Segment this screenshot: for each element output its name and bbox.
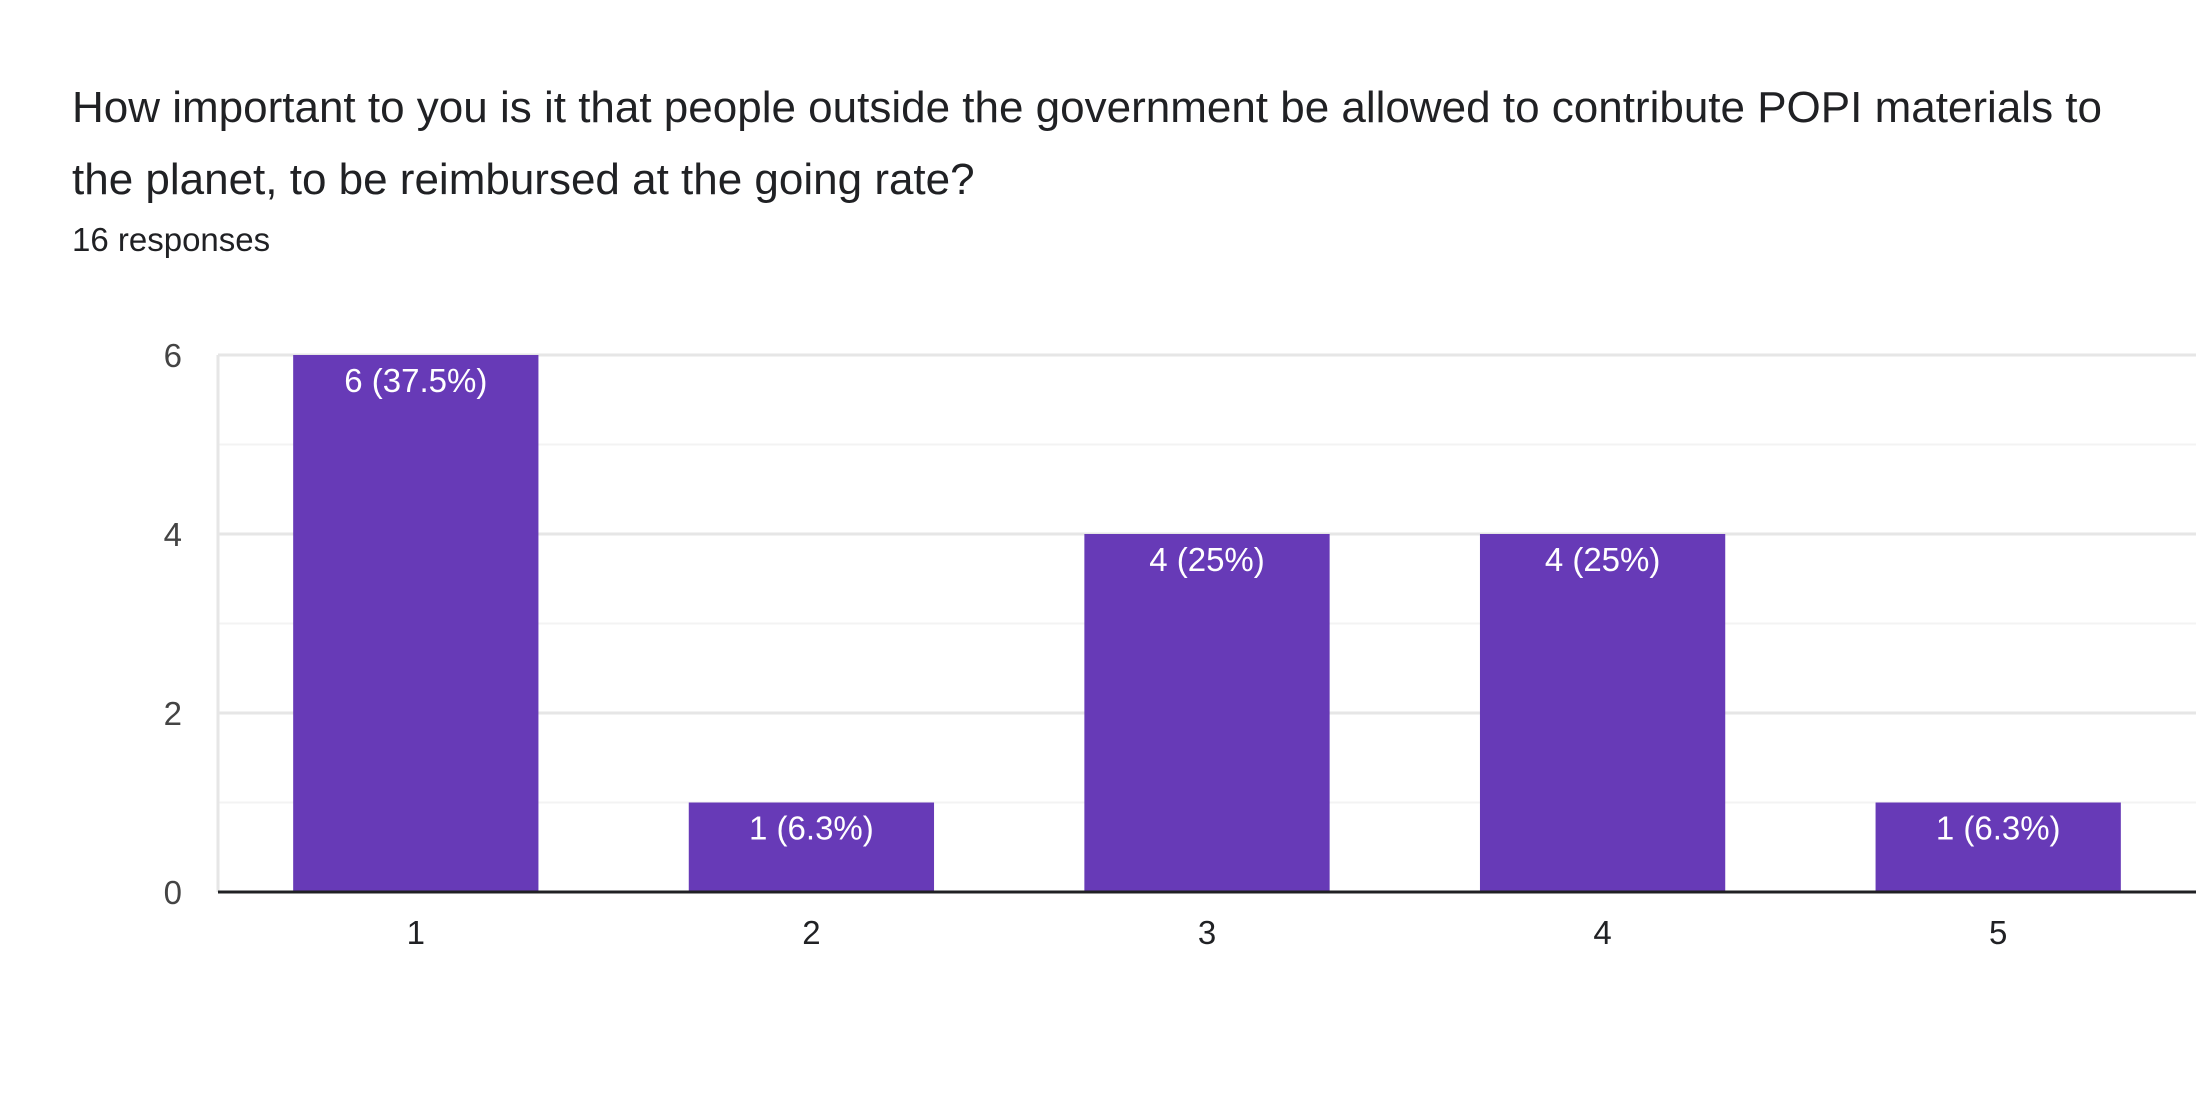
bar-4	[1479, 534, 1726, 892]
y-tick-label: 0	[164, 874, 182, 911]
bar-data-label: 4 (25%)	[1149, 541, 1265, 578]
question-title: How important to you is it that people o…	[72, 83, 2102, 204]
y-tick-label: 6	[164, 337, 182, 374]
bar-1	[293, 355, 539, 892]
y-tick-label: 4	[164, 516, 182, 553]
x-tick-label: 3	[1198, 914, 1216, 951]
bar-data-label: 6 (37.5%)	[344, 362, 487, 399]
response-count: 16 responses	[72, 221, 271, 258]
chart-bars	[293, 355, 2121, 892]
bar-2	[688, 802, 935, 892]
bar-data-label: 4 (25%)	[1545, 541, 1661, 578]
bar-data-label: 1 (6.3%)	[1936, 810, 2061, 847]
bar-3	[1084, 534, 1330, 892]
chart-axes: 0 2 4 6 1 2 3 4 5	[164, 337, 2196, 951]
x-tick-label: 1	[407, 914, 425, 951]
chart-data-labels: 6 (37.5%) 1 (6.3%) 4 (25%) 4 (25%) 1 (6.3%)	[344, 362, 2060, 847]
x-tick-label: 4	[1593, 914, 1611, 951]
x-tick-label: 5	[1989, 914, 2007, 951]
bar-5	[1875, 802, 2121, 892]
bar-data-label: 1 (6.3%)	[749, 810, 874, 847]
y-tick-label: 2	[164, 695, 182, 732]
x-tick-label: 2	[802, 914, 820, 951]
